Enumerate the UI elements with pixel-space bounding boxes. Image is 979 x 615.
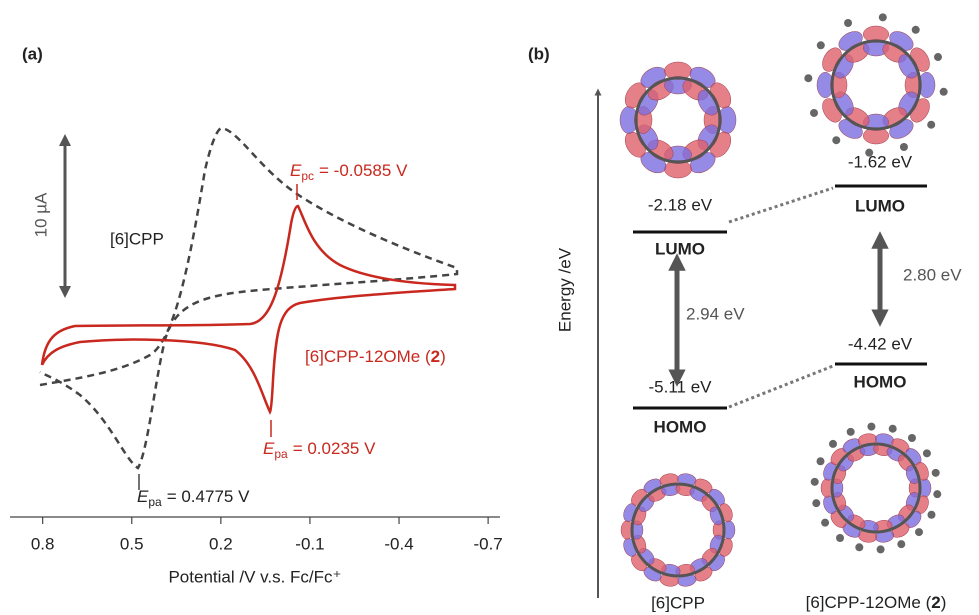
orbital-label: LUMO — [655, 239, 705, 258]
x-tick-label: -0.4 — [384, 534, 413, 553]
panel-a: (a) 10 µA [6]CPP [6]CPP-12OMe (2) Epc = -… — [10, 44, 503, 586]
methoxy-group — [836, 534, 844, 542]
x-tick-label: 0.8 — [31, 534, 55, 553]
methoxy-group — [847, 428, 855, 436]
methoxy-group — [829, 440, 837, 448]
methoxy-group — [900, 143, 908, 151]
label-part: ) — [440, 347, 446, 366]
symbol: E — [263, 439, 275, 458]
methoxy-group — [810, 109, 818, 117]
curve-label: [6]CPP — [110, 229, 164, 248]
methoxy-group — [897, 540, 905, 548]
label-part: [6]CPP-12OMe ( — [806, 593, 932, 612]
methoxy-group — [933, 490, 941, 498]
energy-axis-title: Energy /eV — [555, 247, 574, 332]
symbol: E — [290, 161, 302, 180]
figure: (a) 10 µA [6]CPP [6]CPP-12OMe (2) Epc= -… — [0, 0, 979, 615]
energy-label: -5.11 eV — [648, 377, 712, 396]
orbital-label: LUMO — [855, 196, 905, 215]
methoxy-group — [934, 53, 942, 61]
energy-label: -1.62 eV — [848, 152, 913, 171]
value-text: = -0.0585 V — [319, 161, 408, 180]
methoxy-group — [811, 478, 819, 486]
methoxy-group — [923, 449, 931, 457]
annotation: Epa = 0.0235 V — [263, 439, 376, 461]
energy-label: -4.42 eV — [848, 334, 913, 353]
curve-label: [6]CPP-12OMe (2) — [305, 347, 446, 366]
label-part: 2 — [431, 347, 440, 366]
energy-label: -2.18 eV — [648, 195, 713, 214]
label-part: 2 — [931, 593, 940, 612]
value-text: = 0.4775 V — [167, 487, 250, 506]
methoxy-group — [804, 74, 812, 82]
value-text: = 0.0235 V — [293, 439, 376, 458]
methoxy-group — [912, 26, 920, 34]
methoxy-group — [877, 545, 885, 553]
scale-bar-label: 10 µA — [31, 192, 50, 237]
methoxy-group — [927, 511, 935, 519]
panel-b: (b) Energy /eV -2.18 eV LUMO -5.11 eV HO… — [528, 13, 962, 612]
x-tick-label: 0.2 — [209, 534, 233, 553]
label-part: ) — [941, 593, 947, 612]
methoxy-group — [817, 457, 825, 465]
molecule-label: [6]CPP-12OMe (2) — [806, 593, 947, 612]
methoxy-group — [940, 88, 948, 96]
methoxy-group — [821, 519, 829, 527]
methoxy-group — [817, 41, 825, 49]
methoxy-group — [844, 19, 852, 27]
symbol: E — [137, 487, 149, 506]
subscript: pc — [301, 169, 314, 183]
subscript: pa — [274, 447, 288, 461]
gap-label: 2.94 eV — [686, 304, 745, 323]
carbon-ring — [832, 444, 920, 532]
correlation-line — [729, 188, 833, 222]
cv-curve-ome — [42, 206, 455, 412]
methoxy-group — [932, 469, 940, 477]
annotation: Epa = 0.4775 V — [137, 487, 250, 509]
methoxy-group — [908, 434, 916, 442]
orbital-label: HOMO — [854, 372, 907, 391]
methoxy-group — [867, 423, 875, 431]
correlation-line — [729, 366, 833, 407]
methoxy-group — [889, 425, 897, 433]
annotation: Epc = -0.0585 V — [290, 161, 408, 183]
x-tick-label: 0.5 — [120, 534, 144, 553]
carbon-ring — [632, 484, 724, 576]
panel-label: (a) — [22, 44, 43, 63]
methoxy-group — [855, 543, 863, 551]
methoxy-group — [879, 13, 887, 21]
x-axis-title: Potential /V v.s. Fc/Fc⁺ — [168, 567, 341, 586]
methoxy-group — [915, 528, 923, 536]
orbital-label: HOMO — [654, 417, 707, 436]
x-tick-label: -0.7 — [473, 534, 502, 553]
label-part: [6]CPP-12OMe ( — [305, 347, 431, 366]
panel-label: (b) — [528, 44, 550, 63]
x-tick-label: -0.1 — [295, 534, 324, 553]
methoxy-group — [832, 136, 840, 144]
gap-label: 2.80 eV — [903, 265, 962, 284]
methoxy-group — [927, 121, 935, 129]
subscript: pa — [148, 495, 162, 509]
methoxy-group — [812, 499, 820, 507]
molecule-label: [6]CPP — [651, 593, 705, 612]
